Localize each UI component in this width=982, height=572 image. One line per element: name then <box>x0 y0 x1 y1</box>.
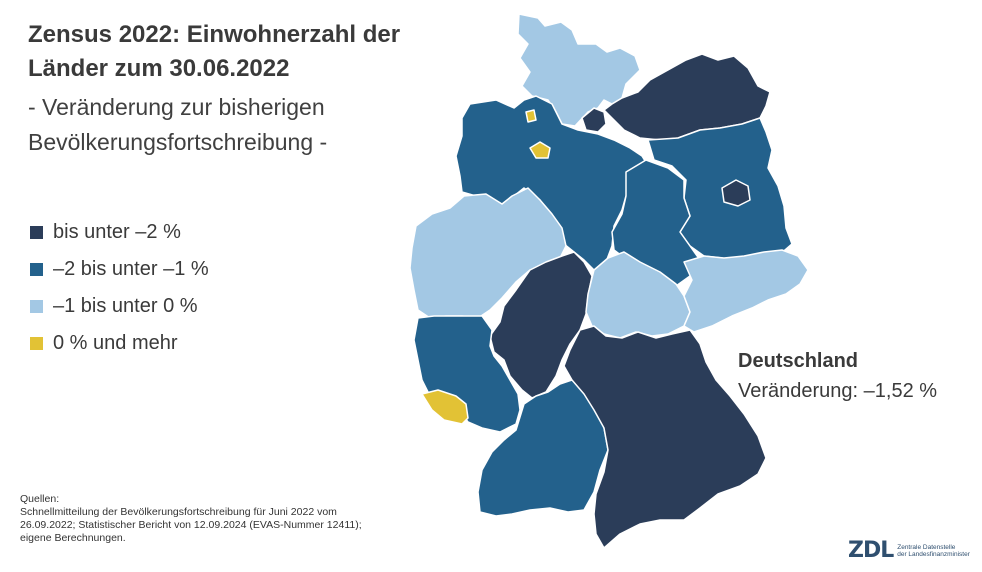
state-rheinland-pfalz <box>413 315 521 433</box>
page-subtitle: - Veränderung zur bisherigen Bevölkerung… <box>28 90 327 160</box>
state-hamburg <box>581 107 607 133</box>
sources-line-3: eigene Berechnungen. <box>20 532 126 544</box>
subtitle-line-1: - Veränderung zur bisherigen <box>28 94 325 120</box>
logo-text: Zentrale Datenstelle der Landesfinanzmin… <box>897 544 970 558</box>
title-line-2: Länder zum 30.06.2022 <box>28 55 290 82</box>
page-title: Zensus 2022: Einwohnerzahl der Länder zu… <box>28 18 400 86</box>
summary-heading: Deutschland <box>738 350 859 372</box>
sources-line-2: 26.09.2022; Statistischer Bericht von 12… <box>20 519 362 531</box>
legend-item-minus-2-to-minus-1: –2 bis unter –1 % <box>30 251 209 288</box>
legend: bis unter –2 % –2 bis unter –1 % –1 bis … <box>30 214 209 362</box>
legend-swatch <box>30 300 43 313</box>
state-bremerhaven <box>525 109 537 123</box>
sources-note: Quellen: Schnellmitteilung der Bevölkeru… <box>20 493 420 545</box>
logo-mark: ZDL <box>848 538 894 563</box>
state-thueringen <box>585 251 691 339</box>
legend-label: –2 bis unter –1 % <box>53 258 209 280</box>
legend-swatch <box>30 226 43 239</box>
state-sachsen <box>683 249 809 333</box>
state-mecklenburg-vorpommern <box>603 53 771 141</box>
logo-line-1: Zentrale Datenstelle <box>897 543 956 551</box>
germany-summary: Deutschland Veränderung: –1,52 % <box>738 346 937 406</box>
legend-label: 0 % und mehr <box>53 332 178 354</box>
summary-value: Veränderung: –1,52 % <box>738 380 938 402</box>
legend-item-minus-1-to-0: –1 bis unter 0 % <box>30 288 209 325</box>
title-line-1: Zensus 2022: Einwohnerzahl der <box>28 21 401 48</box>
logo-line-2: der Landesfinanzminister <box>897 550 970 558</box>
state-bremen <box>529 141 551 159</box>
state-schleswig-holstein <box>517 13 641 127</box>
legend-item-below-minus-2: bis unter –2 % <box>30 214 209 251</box>
legend-label: –1 bis unter 0 % <box>53 295 198 317</box>
legend-swatch <box>30 263 43 276</box>
subtitle-line-2: Bevölkerungsfortschreibung - <box>28 129 328 155</box>
legend-label: bis unter –2 % <box>53 221 181 243</box>
zdl-logo: ZDL Zentrale Datenstelle der Landesfinan… <box>848 538 970 563</box>
state-berlin <box>721 179 751 207</box>
state-bayern <box>563 325 767 549</box>
state-hessen <box>489 251 593 399</box>
sources-line-1: Schnellmitteilung der Bevölkerungsfortsc… <box>20 506 337 518</box>
state-baden-wuerttemberg <box>477 379 609 517</box>
legend-item-0-and-more: 0 % und mehr <box>30 325 209 362</box>
sources-label: Quellen: <box>20 493 60 505</box>
legend-swatch <box>30 337 43 350</box>
state-saarland <box>421 389 469 425</box>
